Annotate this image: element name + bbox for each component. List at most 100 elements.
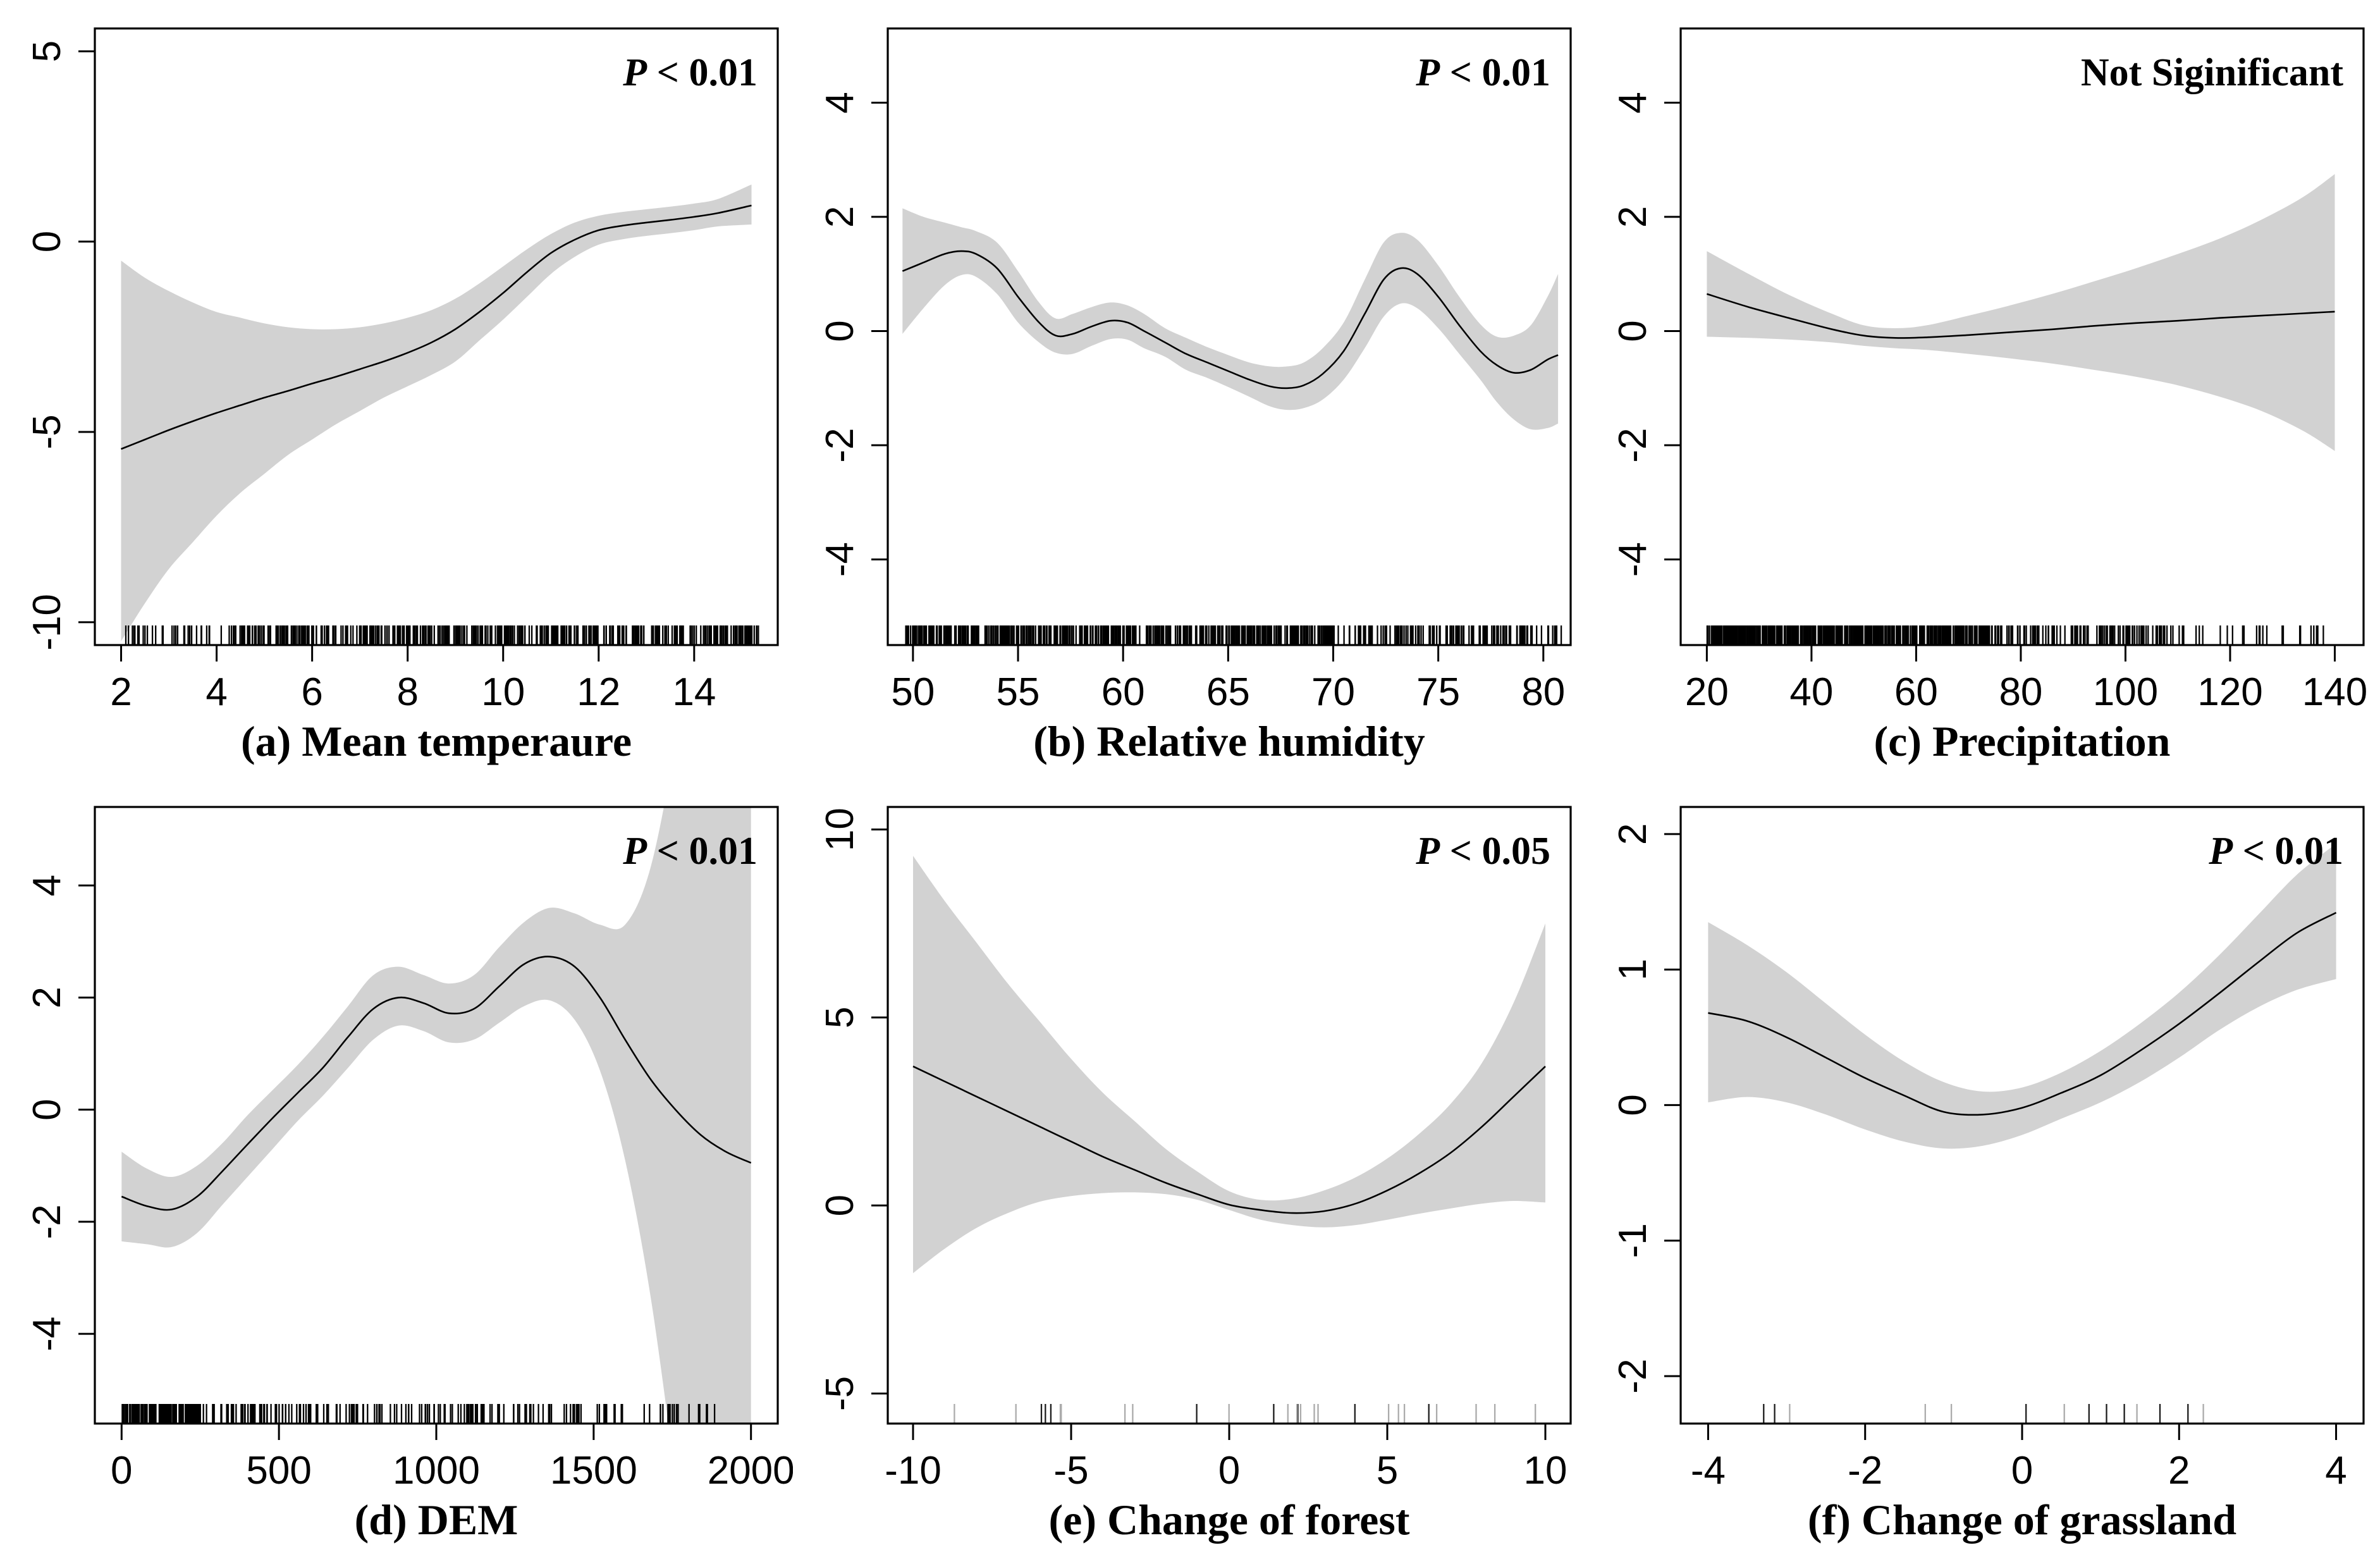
y-tick-label: 0 [25, 231, 69, 252]
significance-label: P < 0.01 [622, 830, 758, 873]
panel-d-plot: 0 500 1000 1500 2000 -4 -2 0 2 4 P < 0.01 (d) DEM [25, 806, 793, 1544]
panel-e-plot: -10 -5 0 5 10 -5 0 5 10 P < 0.05 (e) Change of fo… [818, 806, 1572, 1544]
plot-area [902, 208, 1562, 644]
x-axis: -10 -5 0 5 10 [885, 1424, 1567, 1492]
y-tick-label: -4 [818, 542, 862, 577]
y-tick-label: 5 [818, 1007, 862, 1028]
x-tick-label: 8 [396, 670, 418, 714]
smooth-curve [121, 956, 752, 1211]
x-axis: -4 -2 0 2 4 [1691, 1424, 2347, 1492]
y-tick-label: 2 [25, 987, 69, 1008]
plot-area [912, 856, 1546, 1423]
x-tick-label: 10 [1524, 1449, 1567, 1492]
y-axis: -4 -2 0 2 4 [1611, 92, 1681, 577]
smooth-curve [1707, 293, 2335, 339]
x-tick-label: 500 [246, 1449, 311, 1492]
confidence-band [913, 856, 1545, 1274]
y-axis: -5 0 5 10 [818, 808, 888, 1411]
y-tick-label: 5 [25, 40, 69, 62]
x-tick-label: 60 [1101, 670, 1145, 714]
x-tick-label: 80 [1521, 670, 1565, 714]
panel-f: -4 -2 0 2 4 -2 -1 0 1 2 P < 0.01 (f) Change of gra… [1586, 778, 2379, 1557]
rug-marks [954, 1404, 1537, 1423]
y-tick-label: -2 [818, 428, 862, 462]
panel-b: 50 55 60 65 70 75 80 -4 -2 0 2 4 P < 0.01 (b) Relati… [793, 0, 1586, 778]
x-tick-label: 50 [891, 670, 935, 714]
y-tick-label: -5 [818, 1376, 862, 1411]
panel-f-caption: (f) Change of grassland [1808, 1496, 2236, 1544]
y-tick-label: 4 [25, 875, 69, 896]
x-tick-label: 2 [2168, 1449, 2190, 1492]
x-tick-label: 80 [1999, 670, 2042, 714]
x-axis: 0 500 1000 1500 2000 [111, 1424, 793, 1492]
confidence-band [1708, 843, 2336, 1149]
y-tick-label: 2 [1611, 823, 1655, 845]
x-tick-label: 14 [672, 670, 716, 714]
x-tick-label: 10 [481, 670, 525, 714]
x-tick-label: 100 [2093, 670, 2158, 714]
x-tick-label: 0 [1218, 1449, 1240, 1492]
panel-d-caption: (d) DEM [355, 1496, 518, 1544]
x-tick-label: 0 [2011, 1449, 2033, 1492]
y-tick-label: 1 [1611, 959, 1655, 980]
panel-c: 20 40 60 80 100 120 140 -4 -2 0 2 4 Not Siginificant… [1586, 0, 2379, 778]
significance-label: P < 0.01 [1415, 51, 1550, 94]
panel-e: -10 -5 0 5 10 -5 0 5 10 P < 0.05 (e) Change of fo… [793, 778, 1586, 1557]
x-tick-label: 4 [2325, 1449, 2346, 1492]
significance-label: Not Siginificant [2081, 51, 2343, 94]
x-tick-label: -4 [1691, 1449, 1726, 1492]
y-tick-label: 2 [818, 206, 862, 228]
x-tick-label: 6 [301, 670, 322, 714]
confidence-band [121, 184, 752, 641]
rug-marks [1763, 1404, 2204, 1423]
x-tick-label: 60 [1894, 670, 1938, 714]
y-tick-label: -10 [25, 594, 69, 651]
smooth-curve [121, 204, 752, 450]
x-tick-label: 2000 [708, 1449, 793, 1492]
plot-box [1679, 27, 2365, 646]
x-tick-label: -5 [1053, 1449, 1088, 1492]
x-tick-label: 65 [1206, 670, 1250, 714]
x-axis: 20 40 60 80 100 120 140 [1685, 645, 2367, 714]
rug-marks [125, 625, 759, 644]
x-tick-label: 2 [110, 670, 132, 714]
x-tick-label: 4 [205, 670, 227, 714]
significance-label: P < 0.05 [1415, 830, 1550, 873]
plot-area [121, 807, 752, 1424]
x-tick-label: 140 [2302, 670, 2367, 714]
x-tick-label: 1000 [393, 1449, 480, 1492]
x-tick-label: 5 [1377, 1449, 1398, 1492]
y-axis: -4 -2 0 2 4 [25, 875, 95, 1351]
panel-b-plot: 50 55 60 65 70 75 80 -4 -2 0 2 4 P < 0.01 (b) Relati… [818, 27, 1572, 765]
y-tick-label: -4 [1611, 542, 1655, 577]
y-axis: -2 -1 0 1 2 [1611, 823, 1681, 1394]
x-tick-label: 20 [1685, 670, 1729, 714]
y-tick-label: 4 [1611, 92, 1655, 113]
smooth-curve [912, 1066, 1546, 1214]
confidence-band [902, 208, 1559, 430]
x-axis: 50 55 60 65 70 75 80 [891, 645, 1565, 714]
x-tick-label: 40 [1789, 670, 1833, 714]
y-tick-label: -2 [1611, 428, 1655, 462]
panel-a-plot: 2 4 6 8 10 12 14 -10 -5 0 5 P < 0.01 (a) Mean tempe… [25, 27, 779, 765]
y-tick-label: -5 [25, 414, 69, 449]
x-tick-label: 1500 [550, 1449, 637, 1492]
y-tick-label: 0 [818, 320, 862, 342]
y-tick-label: -2 [1611, 1358, 1655, 1393]
y-tick-label: 0 [818, 1195, 862, 1216]
panel-e-caption: (e) Change of forest [1049, 1496, 1410, 1544]
plot-area [121, 184, 759, 644]
rug-marks [121, 1404, 716, 1423]
plot-box [94, 27, 779, 646]
y-tick-label: 2 [1611, 206, 1655, 228]
panel-a-caption: (a) Mean temperaure [241, 717, 632, 765]
smooth-curve [1708, 911, 2337, 1116]
y-tick-label: 10 [818, 808, 862, 851]
x-axis: 2 4 6 8 10 12 14 [110, 645, 716, 714]
confidence-band [121, 807, 751, 1424]
plot-box [886, 27, 1572, 646]
panel-b-caption: (b) Relative humidity [1033, 717, 1425, 765]
plot-area [1706, 174, 2335, 644]
y-tick-label: 0 [25, 1099, 69, 1120]
x-tick-label: -2 [1848, 1449, 1882, 1492]
